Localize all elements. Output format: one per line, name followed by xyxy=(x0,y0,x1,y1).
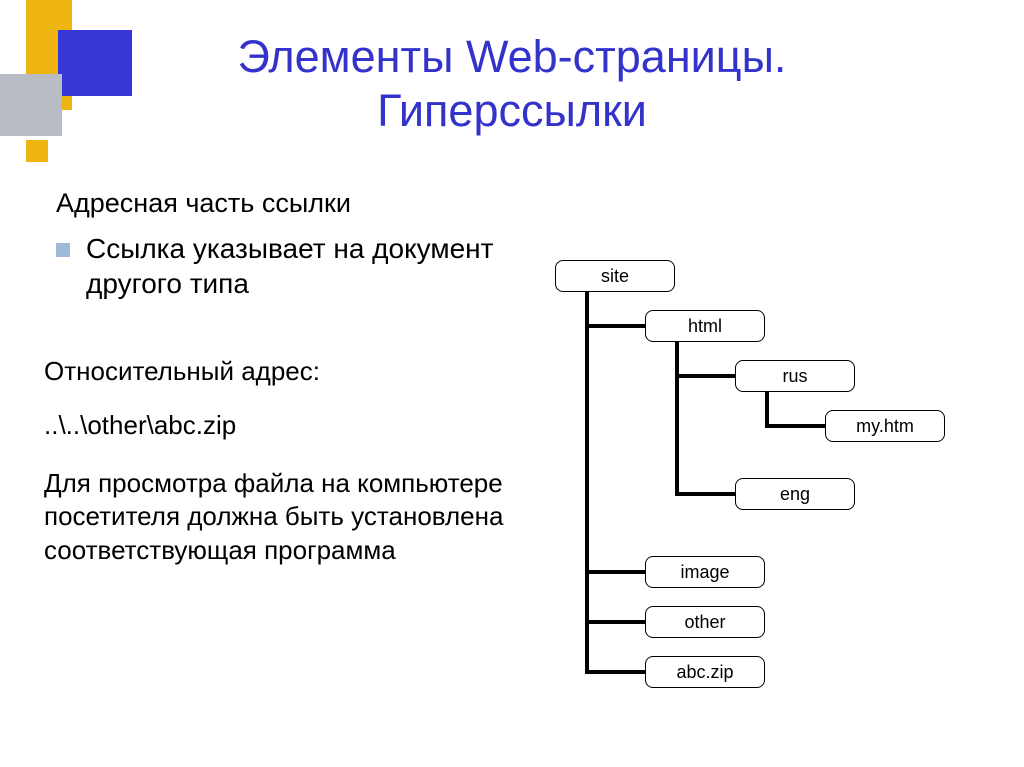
tree-node: eng xyxy=(735,478,855,510)
title-line-2: Гиперссылки xyxy=(377,85,647,136)
tree-node: html xyxy=(645,310,765,342)
tree-connector xyxy=(675,492,735,496)
tree-node: other xyxy=(645,606,765,638)
slide-title: Элементы Web-страницы. Гиперссылки xyxy=(0,0,1024,138)
corner-decoration xyxy=(0,0,140,200)
tree-connector xyxy=(675,342,679,494)
bullet-text: Ссылка указывает на документ другого тип… xyxy=(86,231,536,301)
tree-connector xyxy=(585,292,589,672)
tree-connector xyxy=(765,392,769,426)
tree-node: my.htm xyxy=(825,410,945,442)
paragraph-viewer-note: Для просмотра файла на компьютере посети… xyxy=(44,467,524,568)
tree-node: site xyxy=(555,260,675,292)
tree-node: rus xyxy=(735,360,855,392)
tree-connector xyxy=(585,620,645,624)
tree-node: image xyxy=(645,556,765,588)
file-tree-diagram: site html rus my.htm eng image other abc.zip xyxy=(555,260,995,720)
tree-connector xyxy=(765,424,825,428)
tree-node: abc.zip xyxy=(645,656,765,688)
tree-connector xyxy=(585,670,645,674)
paragraph-relative-address-label: Относительный адрес: xyxy=(44,355,524,389)
tree-connector xyxy=(675,374,735,378)
title-line-1: Элементы Web-страницы. xyxy=(238,31,787,82)
subtitle: Адресная часть ссылки xyxy=(56,188,1024,219)
bullet-item: Ссылка указывает на документ другого тип… xyxy=(56,231,536,301)
paragraph-path-example: ..\..\other\abc.zip xyxy=(44,409,524,443)
square-bullet-icon xyxy=(56,243,70,257)
tree-connector xyxy=(585,570,645,574)
tree-connector xyxy=(585,324,645,328)
